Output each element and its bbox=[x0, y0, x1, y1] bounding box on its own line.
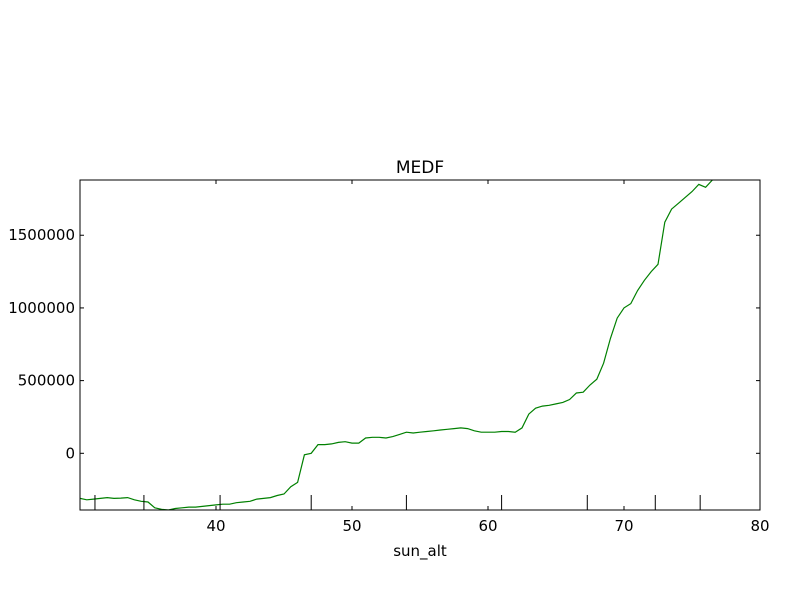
x-axis-label: sun_alt bbox=[393, 542, 447, 561]
plot-frame bbox=[79, 179, 761, 511]
plot-area: 40 50 60 70 80 0 500000 1000000 1500000 bbox=[8, 179, 770, 535]
x-tick-label: 50 bbox=[342, 517, 361, 535]
chart-title: MEDF bbox=[396, 158, 444, 178]
series-line-0 bbox=[80, 180, 713, 510]
x-tick-label: 60 bbox=[478, 517, 497, 535]
x-tick-label: 40 bbox=[206, 517, 225, 535]
x-tick-label: 80 bbox=[750, 517, 769, 535]
y-tick-label: 1000000 bbox=[8, 299, 75, 317]
y-tick-label: 500000 bbox=[18, 372, 75, 390]
x-tick-label: 70 bbox=[614, 517, 633, 535]
y-tick-label: 1500000 bbox=[8, 226, 75, 244]
y-tick-label: 0 bbox=[65, 444, 75, 462]
